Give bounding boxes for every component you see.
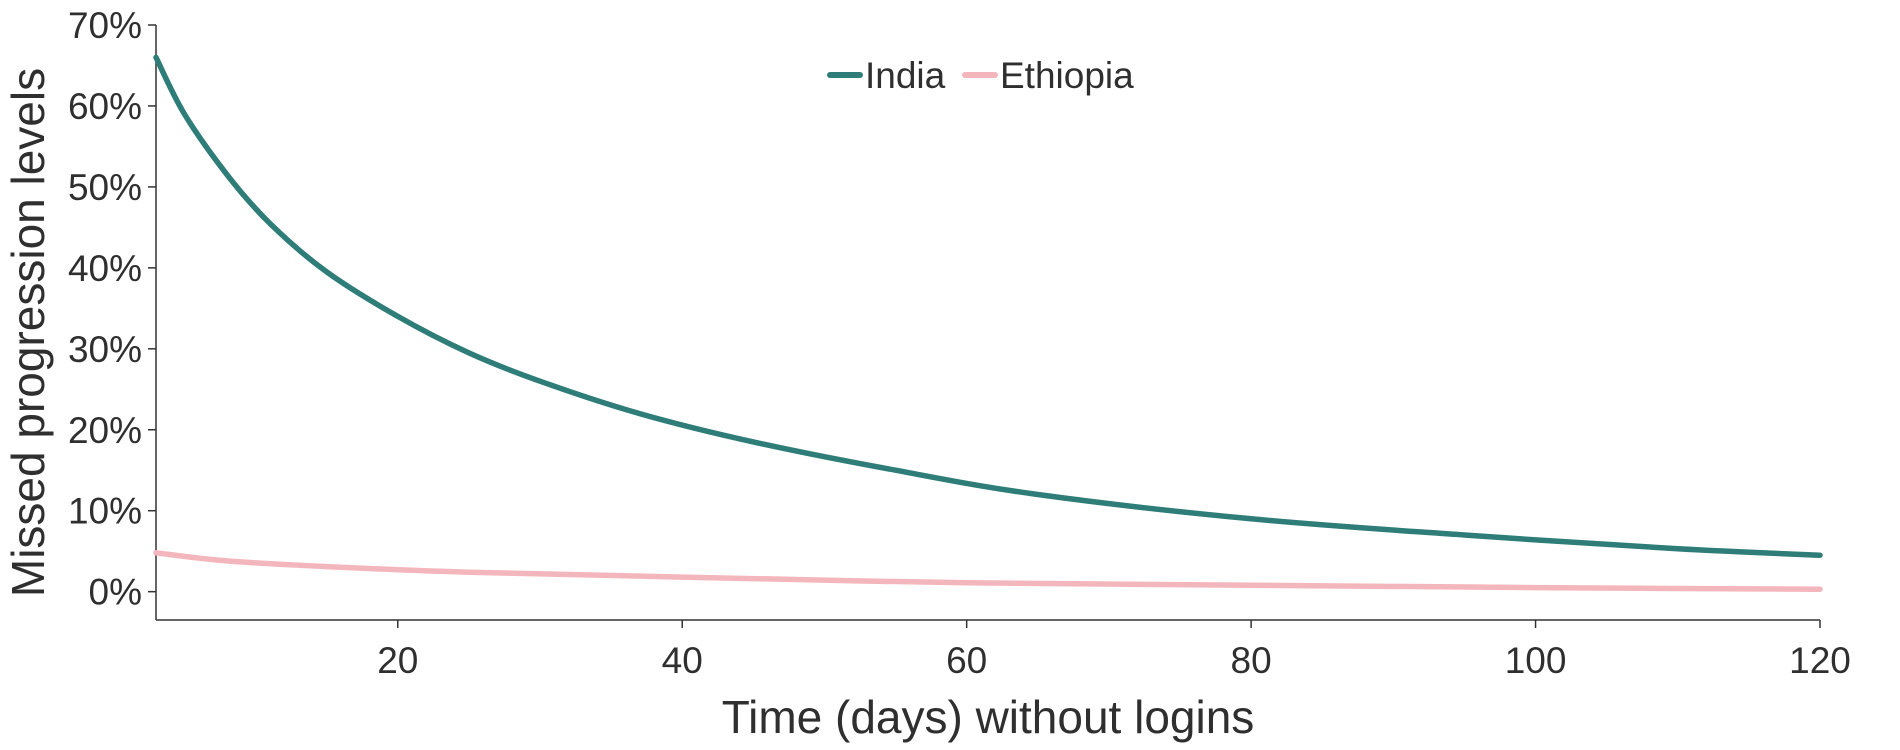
series-lines <box>153 54 1823 592</box>
y-tick-label: 10% <box>68 491 142 532</box>
y-tick-label: 30% <box>68 329 142 370</box>
y-tick-label: 50% <box>68 167 142 208</box>
y-tick-label: 70% <box>68 5 142 46</box>
y-tick-label: 60% <box>68 86 142 127</box>
x-axis-title: Time (days) without logins <box>722 691 1255 743</box>
x-tick-label: 20 <box>377 640 418 681</box>
legend-label: Ethiopia <box>1000 55 1134 96</box>
x-tick-label: 100 <box>1505 640 1567 681</box>
x-tick-label: 60 <box>946 640 987 681</box>
legend-item-india: India <box>827 55 946 96</box>
axes: 0% 10% 20% 30% 40% 50% 60% 70% 20 40 60 80 100 120 <box>68 5 1851 681</box>
y-axis-title: Missed progression levels <box>2 68 54 597</box>
x-tick-label: 40 <box>662 640 703 681</box>
legend: India Ethiopia <box>827 55 1134 96</box>
x-tick-label: 80 <box>1231 640 1272 681</box>
legend-item-ethiopia: Ethiopia <box>962 55 1134 96</box>
series-line-india <box>153 54 1823 558</box>
y-tick-label: 40% <box>68 248 142 289</box>
series-line-ethiopia <box>153 550 1823 592</box>
legend-label: India <box>865 55 946 96</box>
y-tick-label: 0% <box>89 572 142 613</box>
y-tick-label: 20% <box>68 410 142 451</box>
x-tick-label: 120 <box>1789 640 1851 681</box>
